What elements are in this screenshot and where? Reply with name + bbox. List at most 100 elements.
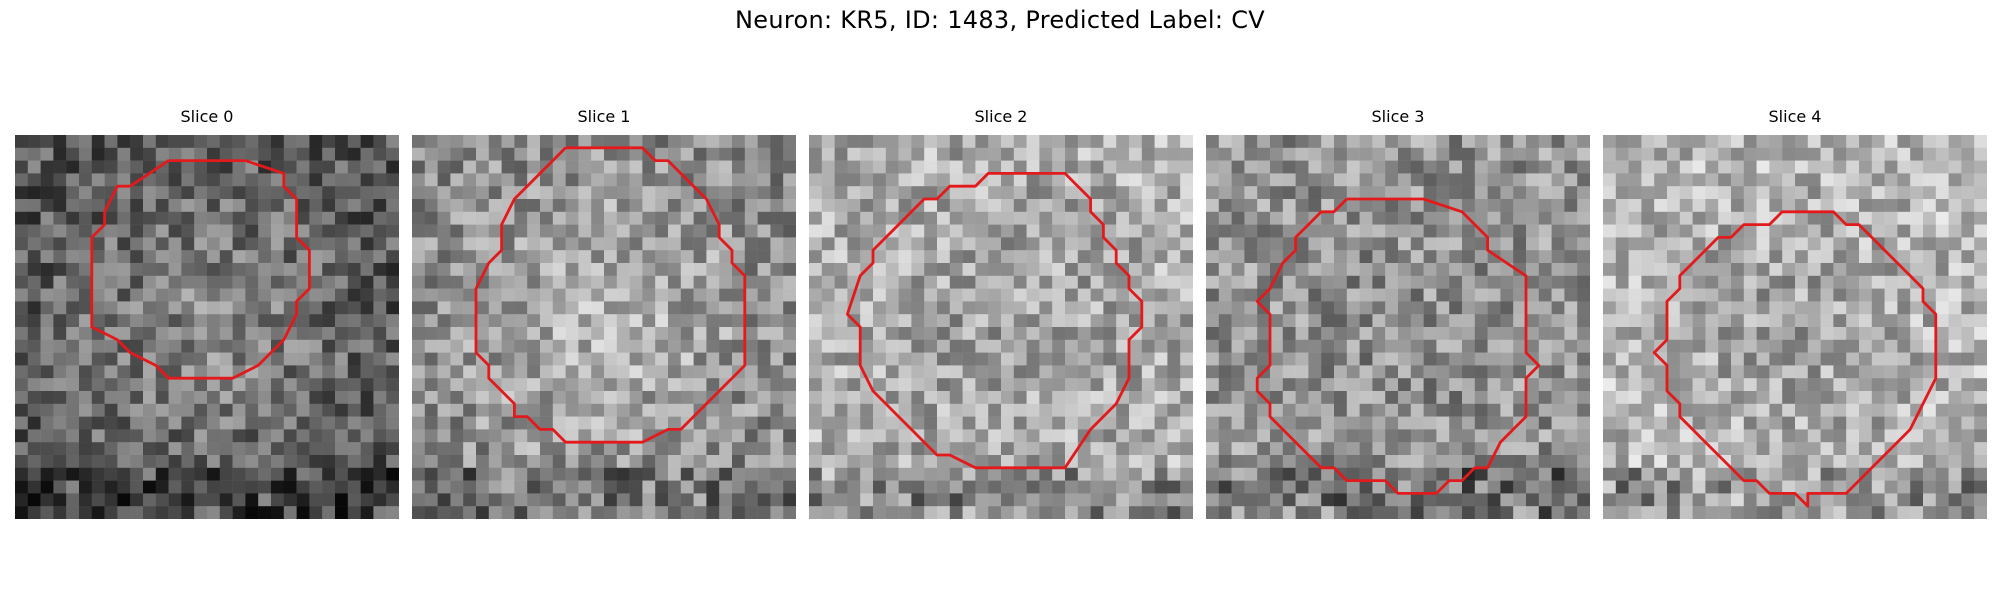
image-pixel [322,429,336,443]
image-pixel [245,506,259,519]
image-pixel [194,237,208,251]
image-pixel [655,186,669,200]
image-pixel [1833,250,1847,264]
image-pixel [1577,173,1590,187]
image-pixel [168,442,182,456]
image-pixel [514,403,528,417]
image-pixel [1641,493,1655,507]
image-pixel [578,352,592,366]
image-pixel [245,378,259,392]
image-pixel [66,147,80,161]
image-pixel [79,506,93,519]
image-pixel [719,314,733,328]
image-pixel [911,263,925,277]
image-pixel [1961,160,1975,174]
image-pixel [1321,442,1335,456]
image-pixel [834,186,848,200]
image-pixel [1526,429,1540,443]
image-pixel [1449,135,1463,149]
image-pixel [1141,339,1155,353]
image-pixel [1961,186,1975,200]
image-pixel [258,173,272,187]
image-pixel [309,327,323,341]
image-pixel [770,442,784,456]
image-pixel [1141,391,1155,405]
image-pixel [1500,416,1514,430]
image-pixel [296,327,310,341]
image-pixel [1641,429,1655,443]
image-pixel [847,186,861,200]
image-pixel [1884,403,1898,417]
image-pixel [578,160,592,174]
image-pixel [1449,288,1463,302]
image-pixel [1615,147,1629,161]
image-pixel [1538,391,1552,405]
image-pixel [1410,442,1424,456]
image-pixel [1270,365,1284,379]
image-pixel [1116,416,1130,430]
image-pixel [937,480,951,494]
image-pixel [283,160,297,174]
image-pixel [283,467,297,481]
image-pixel [168,224,182,238]
image-pixel [885,314,899,328]
image-pixel [271,480,285,494]
image-pixel [1449,365,1463,379]
image-pixel [488,352,502,366]
image-pixel [66,160,80,174]
image-pixel [949,160,963,174]
image-pixel [937,288,951,302]
image-pixel [322,275,336,289]
image-pixel [130,429,144,443]
image-pixel [1603,480,1617,494]
image-pixel [873,378,887,392]
image-pixel [578,467,592,481]
image-pixel [1628,211,1642,225]
image-pixel [1538,339,1552,353]
image-pixel [1910,263,1924,277]
image-pixel [757,173,771,187]
image-pixel [809,237,823,251]
image-pixel [1871,199,1885,213]
image-pixel [744,301,758,315]
image-pixel [1500,480,1514,494]
image-pixel [1180,211,1193,225]
image-pixel [1103,186,1117,200]
image-pixel [1884,237,1898,251]
image-pixel [232,327,246,341]
image-pixel [1769,186,1783,200]
image-pixel [668,403,682,417]
image-pixel [296,186,310,200]
image-pixel [245,391,259,405]
image-pixel [1859,237,1873,251]
image-pixel [1257,237,1271,251]
image-pixel [335,442,349,456]
image-pixel [1974,352,1987,366]
image-pixel [1526,250,1540,264]
image-pixel [347,391,361,405]
image-pixel [424,480,438,494]
image-pixel [1372,288,1386,302]
image-pixel [347,455,361,469]
image-pixel [1001,339,1015,353]
image-pixel [91,135,105,149]
image-pixel [1795,211,1809,225]
image-pixel [1295,455,1309,469]
image-pixel [1859,378,1873,392]
image-pixel [1487,429,1501,443]
image-pixel [1039,173,1053,187]
image-pixel [1526,160,1540,174]
image-pixel [706,416,720,430]
image-pixel [1871,467,1885,481]
image-pixel [1526,416,1540,430]
image-pixel [1077,224,1091,238]
image-pixel [821,224,835,238]
image-pixel [1385,391,1399,405]
image-pixel [834,160,848,174]
image-pixel [1474,211,1488,225]
image-pixel [744,186,758,200]
image-pixel [1052,442,1066,456]
image-pixel [91,339,105,353]
image-pixel [1948,250,1962,264]
image-pixel [1346,429,1360,443]
